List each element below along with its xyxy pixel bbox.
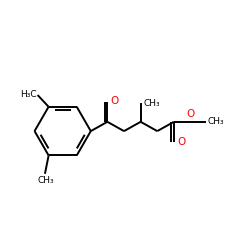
Text: H₃C: H₃C (20, 90, 36, 99)
Text: CH₃: CH₃ (143, 98, 160, 108)
Text: O: O (177, 137, 185, 147)
Text: O: O (186, 109, 194, 119)
Text: CH₃: CH₃ (208, 117, 224, 126)
Text: CH₃: CH₃ (37, 176, 54, 185)
Text: O: O (110, 96, 119, 106)
